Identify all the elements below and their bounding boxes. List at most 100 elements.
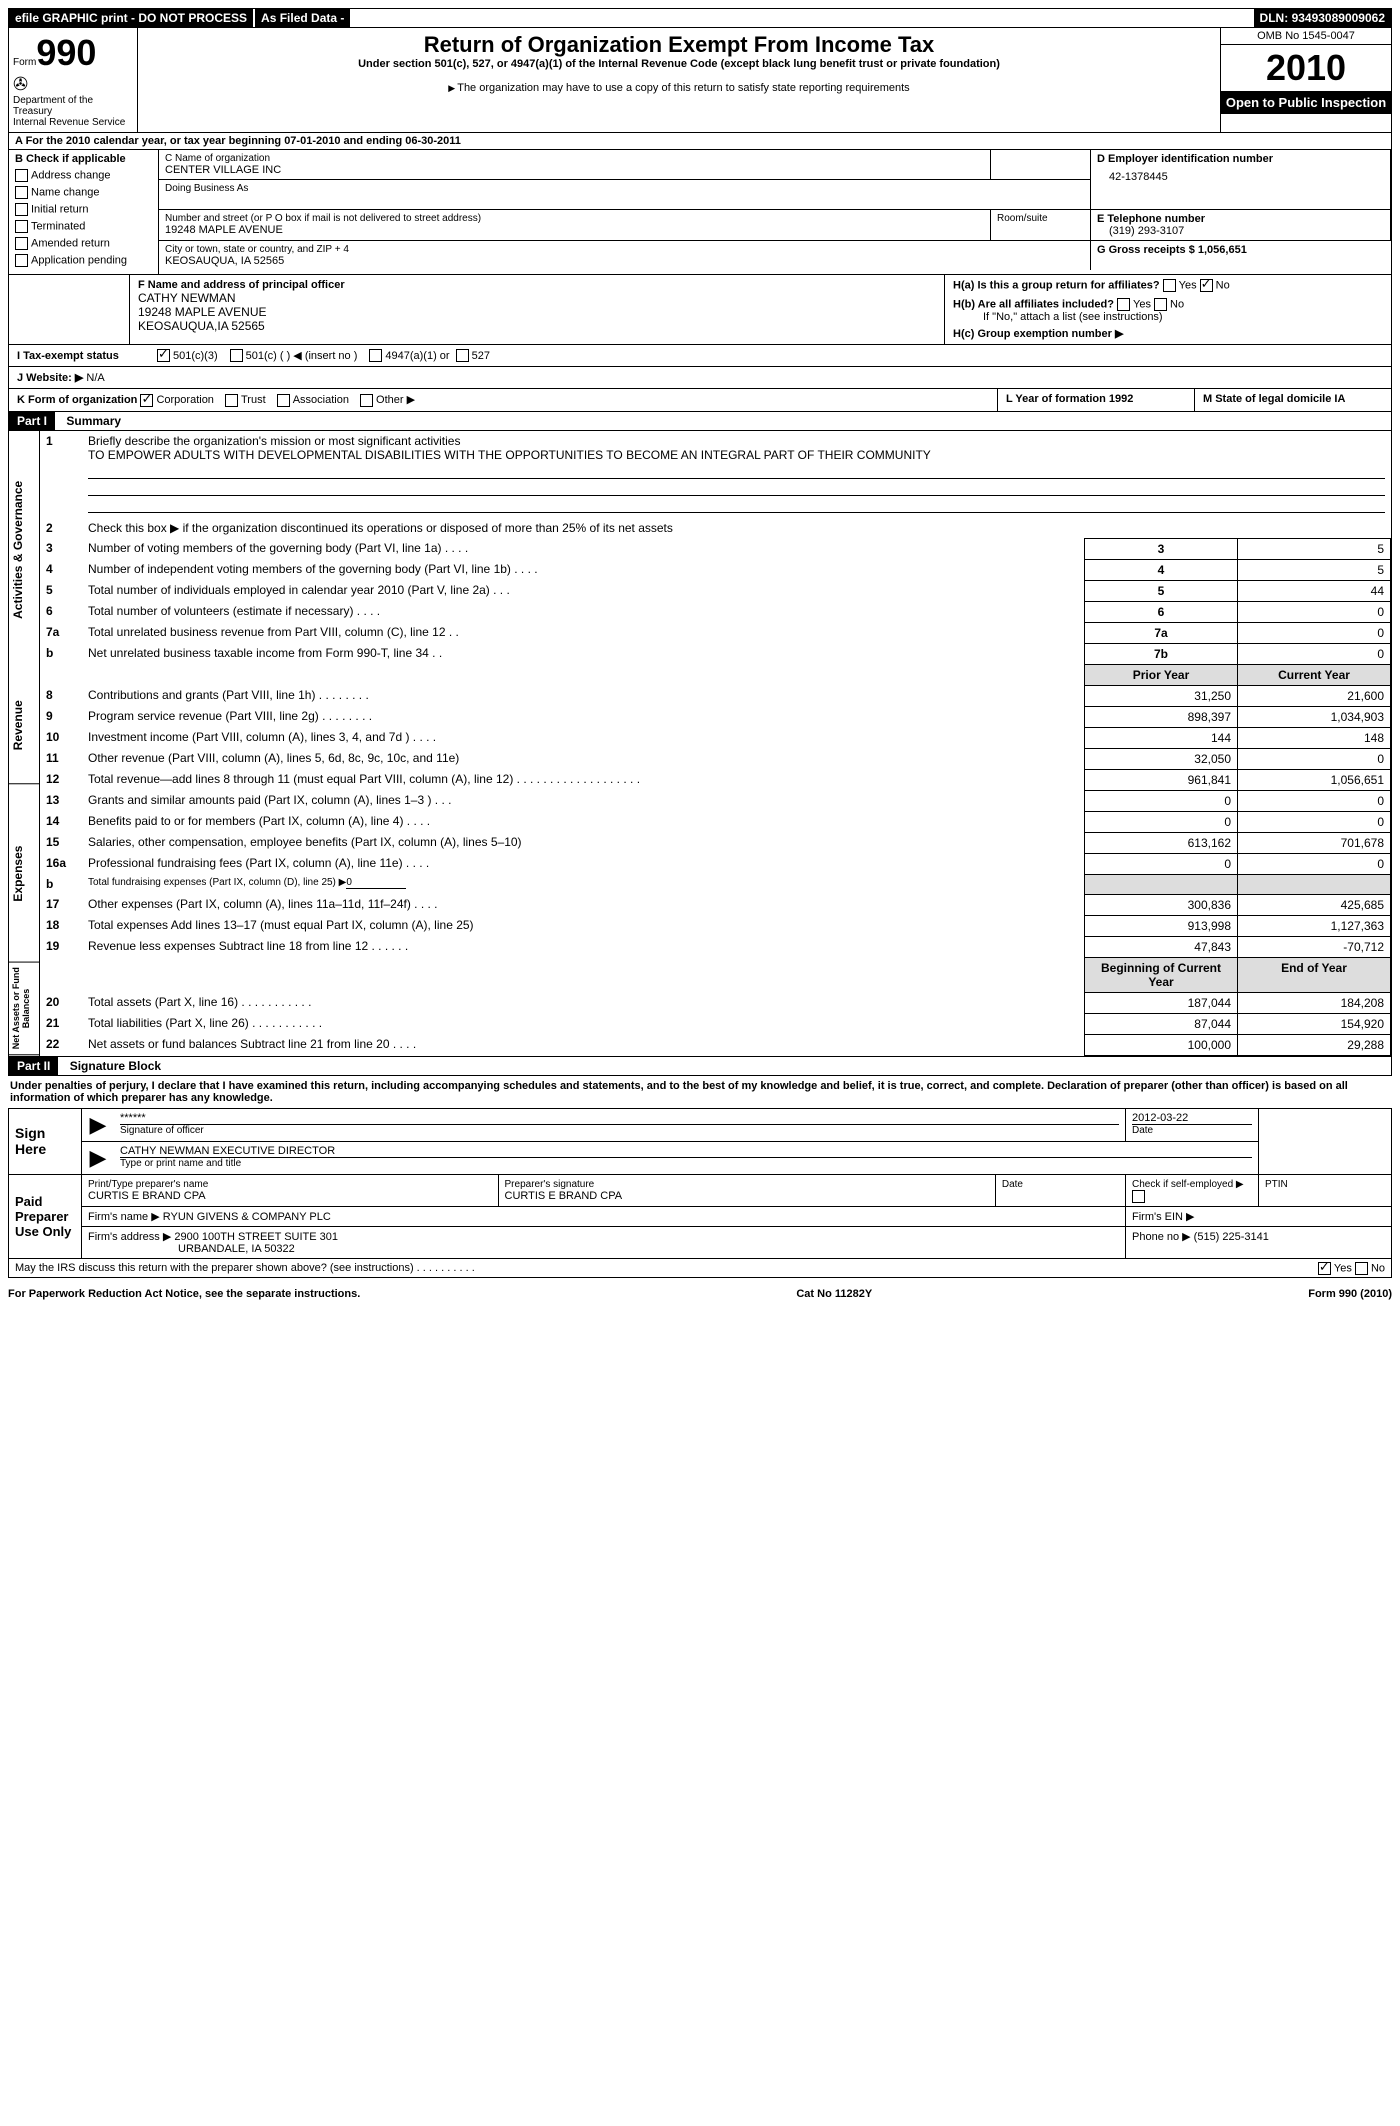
dept-label: Department of the Treasury [13, 95, 133, 117]
dln: DLN: 93493089009062 [1254, 9, 1391, 27]
summary-row: 18Total expenses Add lines 13–17 (must e… [40, 915, 1391, 936]
summary-row: 19Revenue less expenses Subtract line 18… [40, 936, 1391, 957]
mission-text: TO EMPOWER ADULTS WITH DEVELOPMENTAL DIS… [88, 448, 931, 462]
side-exp: Expenses [9, 785, 39, 963]
check-option[interactable]: Name change [15, 186, 152, 199]
line-j: J Website: ▶ N/A [8, 367, 1392, 389]
summary-row: bNet unrelated business taxable income f… [40, 643, 1391, 664]
self-employed: Check if self-employed ▶ [1132, 1179, 1244, 1190]
officer-addr1: 19248 MAPLE AVENUE [138, 305, 936, 319]
q1-label: Briefly describe the organization's miss… [88, 434, 460, 448]
dba-label: Doing Business As [165, 183, 1084, 194]
city-value: KEOSAUQUA, IA 52565 [165, 255, 1084, 267]
form-number: 990 [36, 32, 96, 73]
room-label: Room/suite [997, 213, 1084, 224]
part2-title: Signature Block [62, 1057, 169, 1075]
part2-tab: Part II [9, 1057, 58, 1075]
officer-name: CATHY NEWMAN [138, 291, 936, 305]
sign-here: Sign Here [9, 1108, 82, 1174]
firm-ein: Firm's EIN ▶ [1126, 1206, 1392, 1226]
summary-row: 15Salaries, other compensation, employee… [40, 832, 1391, 853]
hb-note: If "No," attach a list (see instructions… [953, 311, 1383, 323]
sig-date: 2012-03-22 [1132, 1112, 1252, 1124]
check-option[interactable]: Application pending [15, 254, 152, 267]
summary-row: 13Grants and similar amounts paid (Part … [40, 790, 1391, 811]
return-subtitle: Under section 501(c), 527, or 4947(a)(1)… [146, 58, 1212, 70]
form-header: Form990 ✇ Department of the Treasury Int… [8, 28, 1392, 133]
tax-year: 2010 [1221, 45, 1391, 91]
firm-addr: Firm's address ▶ 2900 100TH STREET SUITE… [88, 1231, 338, 1243]
preparer-sig: CURTIS E BRAND CPA [505, 1190, 623, 1202]
summary-row: 11Other revenue (Part VIII, column (A), … [40, 748, 1391, 769]
ein-label: D Employer identification number [1097, 153, 1384, 165]
summary-row: 7aTotal unrelated business revenue from … [40, 622, 1391, 643]
q2-label: Check this box ▶ if the organization dis… [82, 518, 1391, 539]
part1-body: Activities & Governance Revenue Expenses… [8, 431, 1392, 1057]
check-option[interactable]: Address change [15, 169, 152, 182]
city-label: City or town, state or country, and ZIP … [165, 244, 1084, 255]
summary-row: 5Total number of individuals employed in… [40, 580, 1391, 601]
end-year-header: End of Year [1238, 957, 1391, 992]
sig-masked: ****** [120, 1112, 1119, 1124]
summary-row: 12Total revenue—add lines 8 through 11 (… [40, 769, 1391, 790]
hc-label: H(c) Group exemption number ▶ [953, 328, 1123, 340]
return-title: Return of Organization Exempt From Incom… [146, 32, 1212, 58]
summary-row: 9Program service revenue (Part VIII, lin… [40, 706, 1391, 727]
summary-table: 1 Briefly describe the organization's mi… [40, 431, 1391, 1056]
addr-label: Number and street (or P O box if mail is… [165, 213, 984, 224]
side-net: Net Assets or Fund Balances [9, 962, 39, 1055]
summary-row: 21Total liabilities (Part X, line 26) . … [40, 1013, 1391, 1034]
street-address: 19248 MAPLE AVENUE [165, 224, 984, 236]
irs-label: Internal Revenue Service [13, 117, 133, 128]
officer-addr2: KEOSAUQUA,IA 52565 [138, 319, 936, 333]
efile-label: efile GRAPHIC print - DO NOT PROCESS [9, 9, 253, 27]
form-label: Form [13, 57, 36, 68]
prior-year-header: Prior Year [1085, 664, 1238, 685]
summary-row: 3Number of voting members of the governi… [40, 538, 1391, 559]
section-b-h: B Check if applicable Address change Name… [8, 150, 1392, 275]
hb-row: H(b) Are all affiliates included? Yes No [953, 298, 1383, 311]
firm-name: Firm's name ▶ RYUN GIVENS & COMPANY PLC [82, 1206, 1126, 1226]
summary-row: 10Investment income (Part VIII, column (… [40, 727, 1391, 748]
omb-number: OMB No 1545-0047 [1221, 28, 1391, 45]
gross-receipts: G Gross receipts $ 1,056,651 [1097, 244, 1385, 256]
date-label: Date [1132, 1124, 1252, 1136]
part1-title: Summary [58, 412, 129, 430]
signature-table: Sign Here ▶ ****** Signature of officer … [8, 1108, 1392, 1259]
summary-row: 14Benefits paid to or for members (Part … [40, 811, 1391, 832]
paid-preparer: Paid Preparer Use Only [9, 1174, 82, 1258]
check-option[interactable]: Initial return [15, 203, 152, 216]
asfiled-label: As Filed Data - [253, 9, 350, 27]
part1-tab: Part I [9, 412, 55, 430]
type-name-label: Type or print name and title [120, 1157, 1252, 1169]
org-name: CENTER VILLAGE INC [165, 164, 984, 176]
header-bar: efile GRAPHIC print - DO NOT PROCESS As … [8, 8, 1392, 28]
firm-city: URBANDALE, IA 50322 [88, 1243, 295, 1255]
summary-row: 20Total assets (Part X, line 16) . . . .… [40, 992, 1391, 1013]
page-footer: For Paperwork Reduction Act Notice, see … [8, 1288, 1392, 1300]
begin-year-header: Beginning of Current Year [1085, 957, 1238, 992]
line-k: K Form of organization Corporation Trust… [8, 389, 1392, 412]
check-applicable-label: B Check if applicable [15, 153, 152, 165]
summary-row: 6Total number of volunteers (estimate if… [40, 601, 1391, 622]
officer-printed: CATHY NEWMAN EXECUTIVE DIRECTOR [120, 1145, 1252, 1157]
org-name-label: C Name of organization [165, 153, 984, 164]
ptin-label: PTIN [1265, 1179, 1288, 1190]
check-option[interactable]: Terminated [15, 220, 152, 233]
side-rev: Revenue [9, 668, 39, 784]
current-year-header: Current Year [1238, 664, 1391, 685]
officer-label: F Name and address of principal officer [138, 279, 936, 291]
check-option[interactable]: Amended return [15, 237, 152, 250]
discuss-row: May the IRS discuss this return with the… [8, 1259, 1392, 1278]
summary-row: 16aProfessional fundraising fees (Part I… [40, 853, 1391, 874]
ein-value: 42-1378445 [1097, 165, 1384, 183]
summary-row: 17Other expenses (Part IX, column (A), l… [40, 894, 1391, 915]
line-i: I Tax-exempt status 501(c)(3) 501(c) ( )… [8, 345, 1392, 367]
preparer-name: CURTIS E BRAND CPA [88, 1190, 206, 1202]
summary-row: 22Net assets or fund balances Subtract l… [40, 1034, 1391, 1055]
line-a: A For the 2010 calendar year, or tax yea… [8, 133, 1392, 150]
firm-phone: Phone no ▶ (515) 225-3141 [1126, 1226, 1392, 1258]
phone-label: E Telephone number [1097, 213, 1384, 225]
state-note: The organization may have to use a copy … [457, 82, 909, 94]
summary-row: 8Contributions and grants (Part VIII, li… [40, 685, 1391, 706]
